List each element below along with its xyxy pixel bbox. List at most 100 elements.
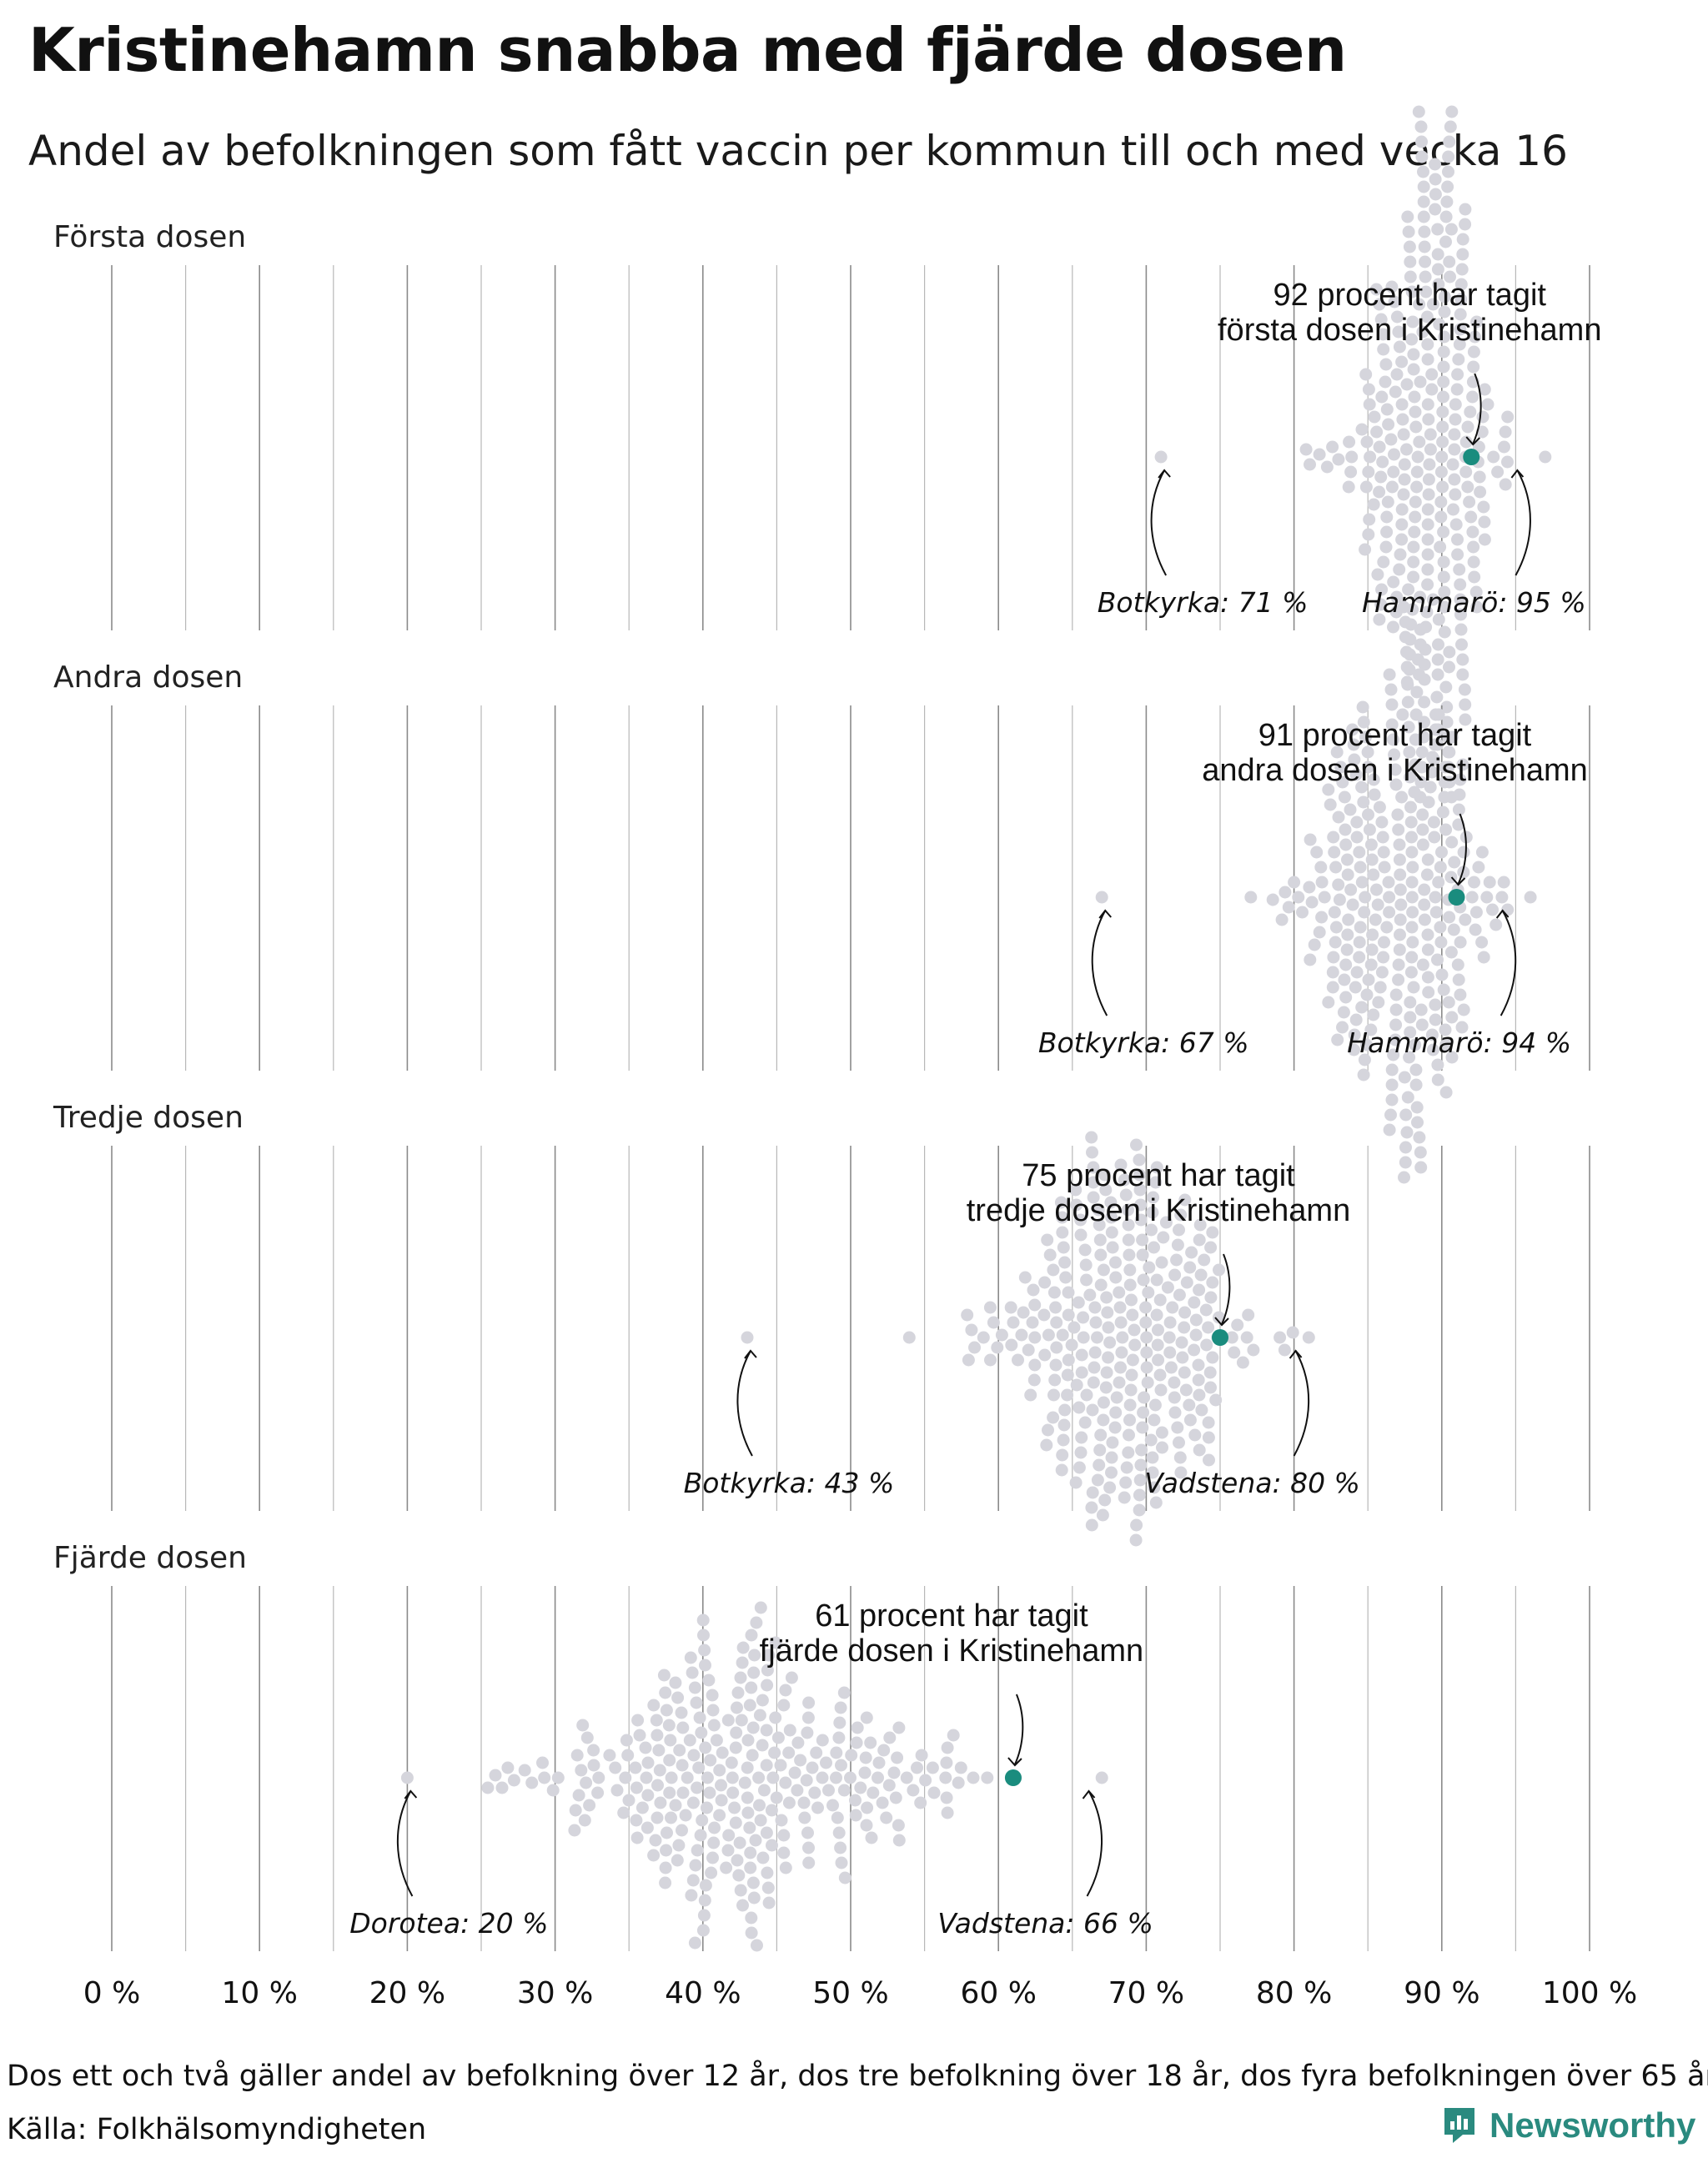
municipality-dot xyxy=(1438,290,1451,304)
municipality-dot xyxy=(1115,1346,1128,1359)
municipality-dot xyxy=(1170,1253,1183,1267)
municipality-dot xyxy=(1161,1281,1174,1294)
municipality-dot xyxy=(1148,1398,1162,1412)
municipality-dot xyxy=(1398,458,1411,471)
municipality-dot xyxy=(1313,926,1326,939)
highlight-annotation: 75 procent har tagit xyxy=(1022,1158,1295,1193)
municipality-dot xyxy=(865,1831,878,1844)
municipality-dot xyxy=(777,1699,791,1712)
municipality-dot xyxy=(939,1771,952,1784)
highlight-annotation: andra dosen i Kristinehamn xyxy=(1202,753,1588,788)
municipality-dot xyxy=(1015,1328,1028,1342)
municipality-dot xyxy=(1344,465,1358,479)
highlight-arrowhead xyxy=(1450,876,1466,886)
municipality-dot xyxy=(1443,911,1456,924)
municipality-dot xyxy=(1409,420,1423,434)
municipality-dot xyxy=(745,1629,758,1642)
municipality-dot xyxy=(1178,1321,1191,1334)
municipality-dot xyxy=(1400,645,1413,659)
municipality-dot xyxy=(801,1711,815,1724)
municipality-dot xyxy=(850,1736,863,1749)
municipality-dot xyxy=(1350,816,1364,829)
municipality-dot xyxy=(952,1776,965,1789)
municipality-dot xyxy=(1408,525,1421,539)
municipality-dot xyxy=(1448,473,1461,486)
municipality-dot xyxy=(831,1811,844,1824)
municipality-dot xyxy=(1465,891,1479,904)
municipality-dot xyxy=(1439,760,1452,774)
extreme-label: Botkyrka: 71 % xyxy=(1098,586,1309,619)
municipality-dot xyxy=(1477,500,1490,514)
municipality-dot xyxy=(1466,525,1479,539)
municipality-dot xyxy=(981,1771,994,1784)
municipality-dot xyxy=(652,1744,666,1757)
municipality-dot xyxy=(1150,1161,1163,1174)
municipality-dot xyxy=(1043,1248,1057,1262)
panel-label: Tredje dosen xyxy=(53,1101,244,1135)
municipality-dot xyxy=(1439,823,1453,836)
municipality-dot xyxy=(911,1761,923,1774)
municipality-dot xyxy=(1078,1416,1092,1429)
municipality-dot xyxy=(1397,600,1410,614)
municipality-dot xyxy=(1459,203,1472,216)
municipality-dot xyxy=(1367,498,1380,511)
municipality-dot xyxy=(1414,1146,1427,1159)
municipality-dot xyxy=(872,1756,886,1769)
municipality-dot xyxy=(572,1789,585,1802)
municipality-dot xyxy=(833,1716,846,1729)
municipality-dot xyxy=(1475,425,1489,439)
municipality-dot xyxy=(802,1696,816,1709)
municipality-dot xyxy=(1480,891,1494,904)
municipality-dot xyxy=(1410,465,1424,479)
municipality-dot xyxy=(940,1756,953,1769)
municipality-dot xyxy=(832,1731,846,1744)
municipality-dot xyxy=(1018,1271,1032,1284)
highlight-arrow xyxy=(1472,373,1482,444)
municipality-dot xyxy=(731,1701,743,1714)
municipality-dot xyxy=(1159,1216,1173,1229)
municipality-dot xyxy=(1391,808,1404,821)
municipality-dot xyxy=(1403,745,1416,759)
municipality-dot xyxy=(1358,1053,1371,1066)
municipality-dot xyxy=(1282,901,1295,914)
municipality-dot xyxy=(1499,425,1512,439)
municipality-dot xyxy=(1405,891,1419,904)
municipality-dot xyxy=(1414,375,1427,389)
municipality-dot xyxy=(760,1759,773,1772)
municipality-dot xyxy=(1148,1413,1161,1427)
x-axis: 0 % 10 % 20 % 30 % 40 % 50 % 60 % 70 % 80 % 90 % 1… xyxy=(83,1976,1637,2010)
municipality-dot xyxy=(697,1909,711,1922)
municipality-dot xyxy=(1302,1331,1315,1344)
municipality-dot xyxy=(1396,413,1409,426)
municipality-dot xyxy=(1422,795,1435,809)
municipality-dot xyxy=(1374,470,1388,484)
municipality-dot xyxy=(686,1666,699,1679)
municipality-dot xyxy=(1436,420,1449,434)
municipality-dot xyxy=(1152,1353,1165,1367)
municipality-dot xyxy=(1413,668,1425,681)
x-tick-label: 0 % xyxy=(83,1976,141,2010)
municipality-dot xyxy=(687,1749,701,1762)
municipality-dot xyxy=(1440,715,1454,729)
municipality-dot xyxy=(1443,660,1455,674)
municipality-dot xyxy=(1180,1276,1193,1289)
municipality-dot xyxy=(1326,440,1339,454)
chart-title: Kristinehamn snabba med fjärde dosen xyxy=(28,15,1347,85)
municipality-dot xyxy=(798,1811,811,1824)
municipality-dot xyxy=(1344,803,1357,816)
municipality-dot xyxy=(1407,555,1420,569)
municipality-dot xyxy=(1357,795,1370,809)
municipality-dot xyxy=(883,1731,897,1744)
municipality-dot xyxy=(669,1799,682,1812)
municipality-dot xyxy=(1012,1353,1024,1367)
municipality-dot xyxy=(1056,1328,1069,1342)
municipality-dot xyxy=(779,1684,792,1697)
municipality-dot xyxy=(1028,1298,1042,1312)
municipality-dot xyxy=(1401,210,1414,223)
municipality-dot xyxy=(1456,653,1469,666)
municipality-dot xyxy=(1410,685,1424,699)
municipality-dot xyxy=(1168,1391,1181,1404)
municipality-dot xyxy=(1394,928,1406,941)
municipality-dot xyxy=(1118,1491,1131,1504)
municipality-dot xyxy=(1202,1431,1215,1444)
